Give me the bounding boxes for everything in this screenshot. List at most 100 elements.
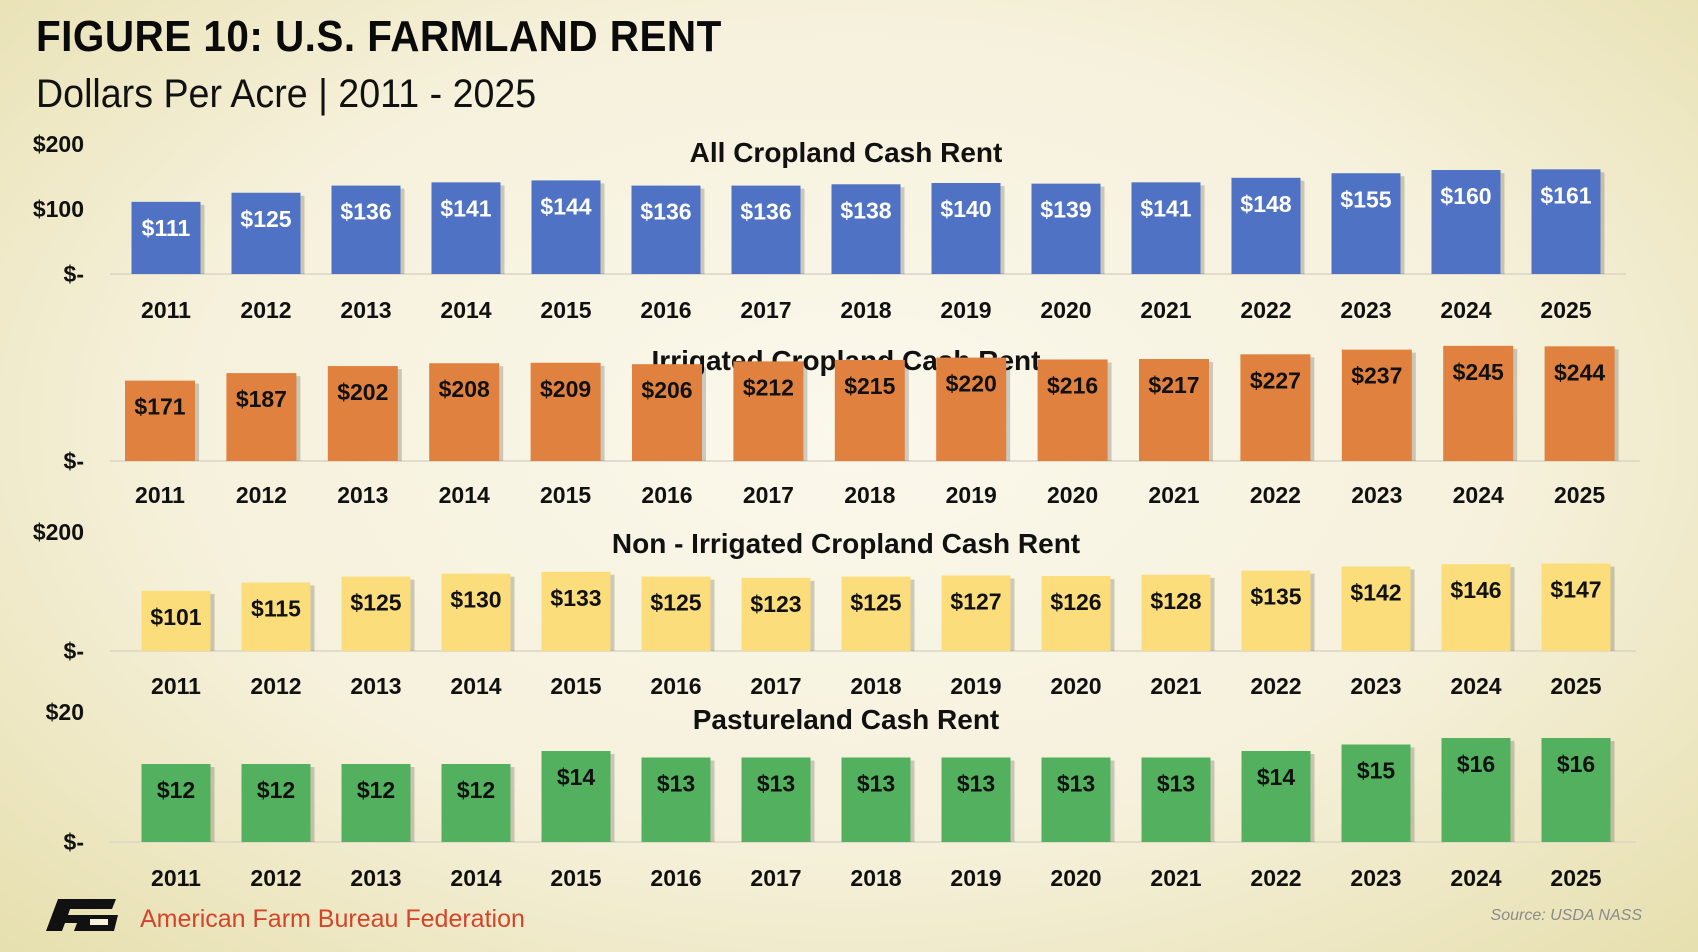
- bar: [1441, 564, 1511, 651]
- x-tick-label: 2024: [1450, 865, 1501, 891]
- bar: [341, 764, 411, 842]
- x-tick-label: 2011: [151, 673, 201, 699]
- bar: [1041, 757, 1111, 842]
- x-tick-label: 2020: [1040, 297, 1091, 323]
- bar: [941, 757, 1011, 842]
- bar: [1041, 576, 1111, 651]
- x-tick-label: 2022: [1250, 673, 1301, 699]
- x-tick-label: 2021: [1140, 297, 1191, 323]
- x-tick-label: 2020: [1047, 482, 1098, 508]
- data-label: $12: [457, 777, 495, 803]
- bar: [441, 764, 511, 842]
- data-label: $125: [850, 590, 901, 616]
- x-tick-label: 2023: [1350, 673, 1401, 699]
- y-tick-label: $20: [46, 699, 84, 725]
- data-label: $160: [1440, 183, 1491, 209]
- data-label: $215: [844, 373, 895, 399]
- x-tick-label: 2019: [946, 482, 997, 508]
- bar: [1331, 173, 1401, 274]
- data-label: $148: [1240, 191, 1291, 217]
- bar: [1139, 359, 1209, 461]
- data-label: $13: [857, 771, 895, 797]
- x-tick-label: 2013: [350, 673, 401, 699]
- data-label: $237: [1351, 363, 1402, 389]
- bar: [941, 575, 1011, 651]
- data-label: $111: [142, 215, 191, 241]
- bar: [632, 364, 702, 461]
- x-tick-label: 2018: [844, 482, 895, 508]
- x-tick-label: 2015: [550, 673, 601, 699]
- bar: [931, 183, 1001, 274]
- data-label: $16: [1557, 751, 1595, 777]
- bar: [1037, 359, 1108, 461]
- x-tick-label: 2019: [940, 297, 991, 323]
- data-label: $16: [1457, 751, 1495, 777]
- x-tick-label: 2015: [540, 482, 591, 508]
- data-label: $130: [450, 587, 501, 613]
- data-label: $144: [540, 193, 591, 219]
- x-tick-label: 2023: [1350, 865, 1401, 891]
- data-label: $127: [950, 588, 1001, 614]
- x-tick-label: 2022: [1250, 482, 1301, 508]
- data-label: $126: [1050, 589, 1101, 615]
- data-label: $212: [743, 374, 794, 400]
- data-label: $139: [1040, 197, 1091, 223]
- data-label: $101: [150, 604, 201, 630]
- bar: [733, 361, 804, 461]
- x-tick-label: 2015: [550, 865, 601, 891]
- x-tick-label: 2017: [750, 865, 801, 891]
- data-label: $142: [1350, 580, 1401, 606]
- y-tick-label: $-: [64, 638, 84, 664]
- x-tick-label: 2018: [840, 297, 891, 323]
- data-label: $209: [540, 376, 591, 402]
- data-label: $123: [750, 591, 801, 617]
- bar: [741, 577, 811, 651]
- data-label: $208: [439, 376, 490, 402]
- data-label: $125: [240, 206, 291, 232]
- bar: [341, 576, 411, 651]
- x-tick-label: 2016: [650, 865, 701, 891]
- data-label: $140: [940, 196, 991, 222]
- bar: [1241, 751, 1311, 842]
- bar: [831, 184, 901, 274]
- x-tick-label: 2023: [1340, 297, 1391, 323]
- x-tick-label: 2015: [540, 297, 591, 323]
- x-tick-label: 2014: [439, 482, 490, 508]
- bar: [1531, 169, 1601, 274]
- data-label: $136: [640, 199, 691, 225]
- x-tick-label: 2016: [650, 673, 701, 699]
- x-tick-label: 2024: [1453, 482, 1504, 508]
- y-tick-label: $200: [33, 131, 84, 157]
- x-tick-label: 2025: [1540, 297, 1591, 323]
- data-label: $13: [757, 771, 795, 797]
- data-label: $138: [840, 197, 891, 223]
- x-tick-label: 2014: [440, 297, 491, 323]
- x-tick-label: 2012: [236, 482, 287, 508]
- x-tick-label: 2012: [250, 673, 301, 699]
- organization-name: American Farm Bureau Federation: [140, 905, 525, 933]
- data-label: $141: [1140, 195, 1191, 221]
- x-tick-label: 2013: [337, 482, 388, 508]
- data-label: $128: [1150, 588, 1201, 614]
- data-label: $115: [251, 596, 301, 622]
- data-label: $12: [357, 777, 395, 803]
- data-label: $155: [1340, 186, 1391, 212]
- bar: [1541, 738, 1611, 842]
- bar: [327, 366, 398, 461]
- x-tick-label: 2017: [740, 297, 791, 323]
- figure-title: FIGURE 10: U.S. FARMLAND RENT: [36, 12, 722, 61]
- bar: [1443, 345, 1514, 461]
- bar: [1341, 566, 1411, 651]
- x-tick-label: 2012: [250, 865, 301, 891]
- x-tick-label: 2018: [850, 865, 901, 891]
- bar: [834, 359, 905, 461]
- bar: [841, 576, 911, 651]
- x-tick-label: 2019: [950, 673, 1001, 699]
- bar: [231, 192, 301, 274]
- x-tick-label: 2011: [151, 865, 201, 891]
- bar: [641, 757, 711, 842]
- data-label: $14: [1257, 764, 1296, 790]
- x-tick-label: 2022: [1240, 297, 1291, 323]
- bar: [541, 751, 611, 842]
